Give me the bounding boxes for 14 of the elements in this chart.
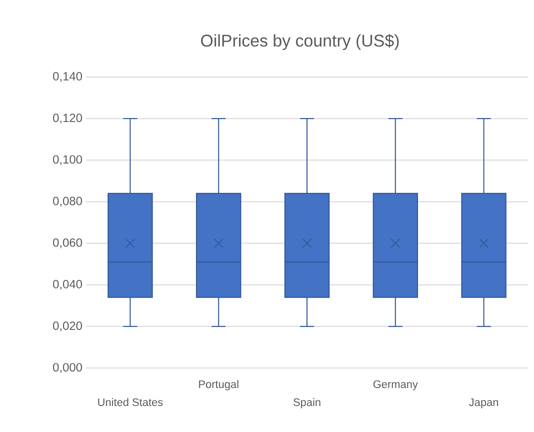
y-tick-label: 0,040 — [53, 280, 82, 290]
x-tick-label: Spain — [293, 398, 320, 408]
y-tick-label: 0,060 — [53, 238, 82, 248]
chart-title: OilPrices by country (US$) — [201, 34, 399, 50]
y-tick-label: 0,100 — [53, 155, 82, 166]
y-tick-label: 0,140 — [53, 72, 82, 82]
y-tick-label: 0,000 — [53, 363, 82, 373]
x-tick-label: Germany — [373, 380, 418, 390]
y-tick-label: 0,120 — [53, 114, 82, 124]
x-tick-label: Japan — [469, 398, 498, 408]
y-tick-label: 0,020 — [53, 321, 82, 332]
x-tick-label: Portugal — [199, 380, 238, 390]
y-tick-label: 0,080 — [53, 196, 82, 207]
x-tick-label: United States — [98, 398, 163, 406]
